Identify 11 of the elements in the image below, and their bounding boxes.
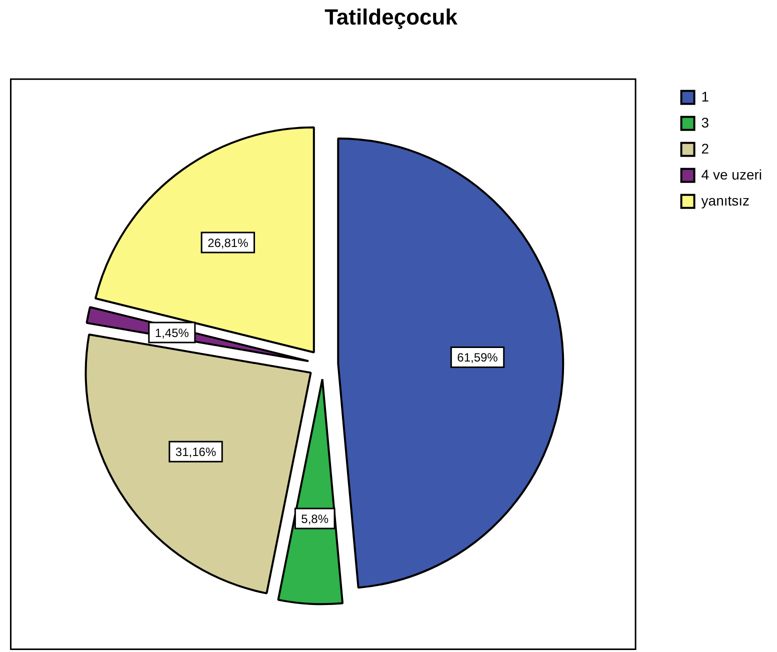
legend-label: yanıtsız: [701, 192, 750, 208]
legend-label: 1: [701, 88, 710, 104]
legend-label: 3: [701, 114, 710, 130]
data-label: 26,81%: [208, 236, 249, 250]
data-label: 1,45%: [154, 326, 190, 340]
data-label: 5,8%: [301, 512, 329, 526]
legend-label: 2: [701, 140, 710, 156]
data-label: 61,59%: [457, 350, 498, 365]
chart-title: Tatildeçocuk: [324, 4, 458, 30]
data-label: 31,16%: [175, 444, 216, 459]
legend-label: 4 ve uzeri: [701, 166, 762, 182]
